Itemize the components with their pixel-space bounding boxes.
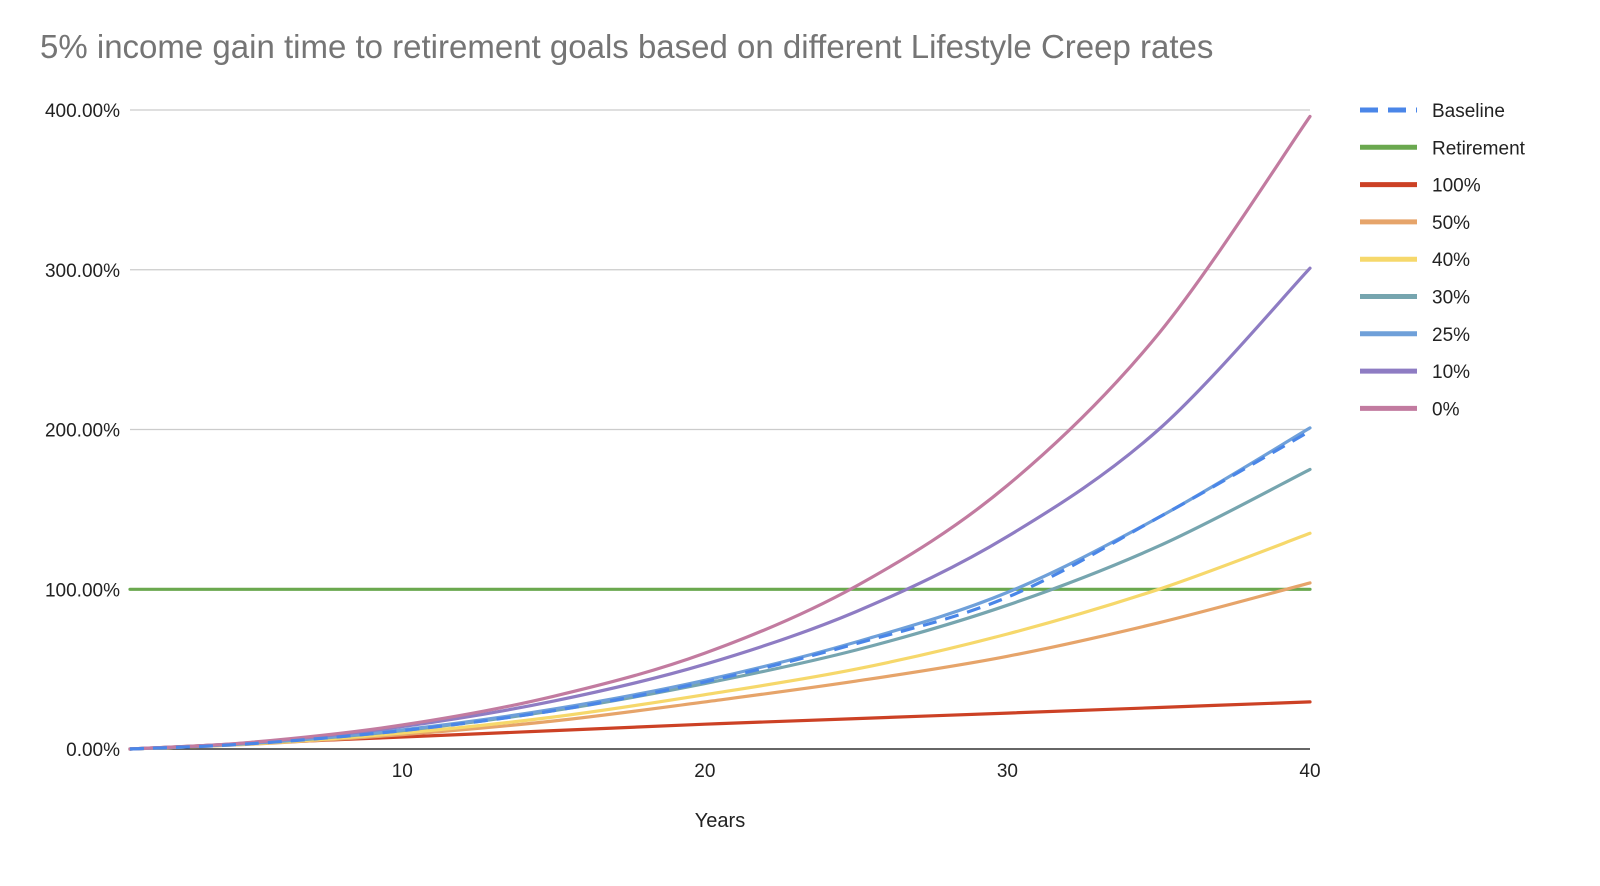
legend-label: 10% bbox=[1432, 362, 1470, 383]
legend-label: 25% bbox=[1432, 325, 1470, 346]
legend-label: Baseline bbox=[1432, 101, 1505, 122]
legend-label: Retirement bbox=[1432, 138, 1526, 159]
x-tick-label: 20 bbox=[694, 761, 715, 782]
series-line-0pct bbox=[128, 114, 1312, 751]
series-line-baseline bbox=[129, 429, 1311, 751]
y-tick-label: 300.00% bbox=[45, 261, 120, 282]
y-axis-tick-labels: 0.00% 100.00% 200.00% 300.00% 400.00% bbox=[45, 101, 120, 761]
x-tick-label: 10 bbox=[392, 761, 413, 782]
x-tick-label: 30 bbox=[997, 761, 1018, 782]
series-lines bbox=[128, 114, 1312, 751]
legend-label: 0% bbox=[1432, 399, 1460, 420]
y-tick-label: 100.00% bbox=[45, 580, 120, 601]
legend: Baseline Retirement 100% 50% 40% 30% 25% 10% 0% bbox=[1360, 101, 1526, 420]
x-axis-label: Years bbox=[695, 810, 745, 832]
legend-label: 50% bbox=[1432, 213, 1470, 234]
y-tick-label: 400.00% bbox=[45, 101, 120, 122]
gridlines bbox=[130, 109, 1310, 590]
y-tick-label: 200.00% bbox=[45, 421, 120, 442]
series-line-40pct bbox=[128, 531, 1312, 751]
legend-label: 30% bbox=[1432, 288, 1470, 309]
x-tick-label: 40 bbox=[1299, 761, 1320, 782]
chart-title: 5% income gain time to retirement goals … bbox=[40, 28, 1214, 65]
x-axis-tick-labels: 10 20 30 40 bbox=[392, 761, 1321, 782]
y-tick-label: 0.00% bbox=[66, 740, 120, 761]
legend-label: 40% bbox=[1432, 250, 1470, 271]
legend-label: 100% bbox=[1432, 176, 1481, 197]
